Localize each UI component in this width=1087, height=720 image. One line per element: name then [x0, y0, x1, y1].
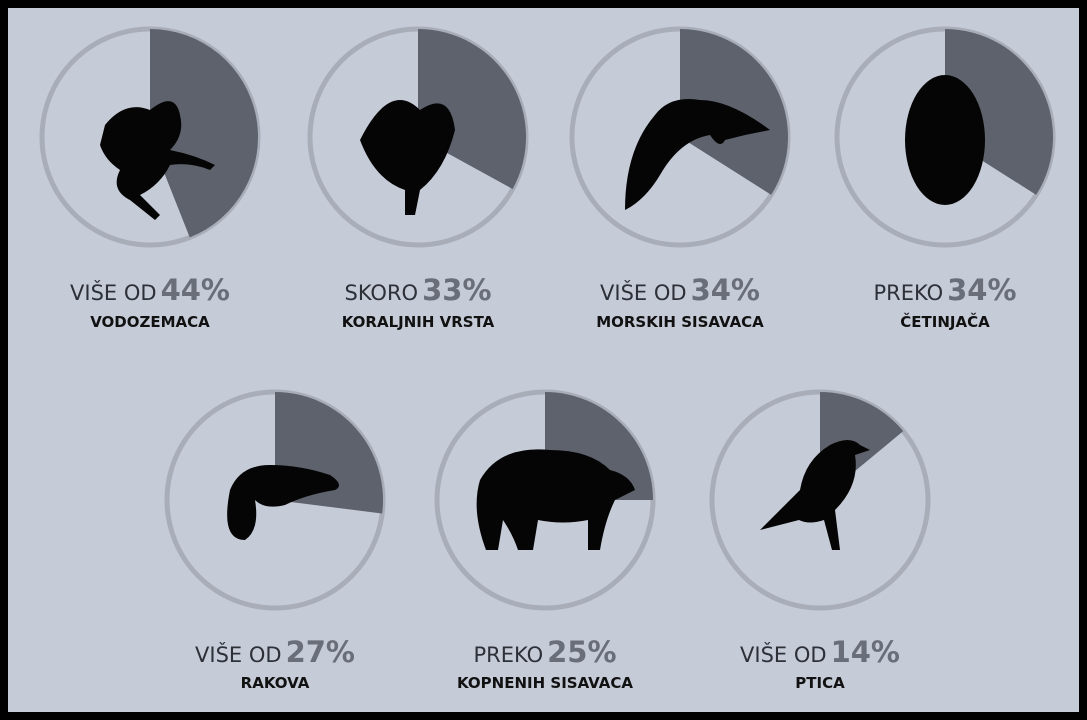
prefix: PREKO — [473, 643, 543, 667]
percent: 25% — [547, 635, 616, 669]
percent: 44% — [161, 273, 230, 307]
percent: 14% — [831, 635, 900, 669]
label: ČETINJAČA — [900, 312, 990, 331]
label: KORALJNIH VRSTA — [342, 313, 495, 331]
chart: VIŠE OD44%VODOZEMACASKORO33%KORALJNIH VR… — [0, 0, 1087, 720]
label: RAKOVA — [241, 674, 310, 692]
label: VODOZEMACA — [90, 313, 210, 331]
label: KOPNENIH SISAVACA — [457, 674, 633, 692]
prefix: VIŠE OD — [600, 280, 687, 305]
prefix: PREKO — [873, 281, 943, 305]
cone-icon — [905, 75, 985, 205]
prefix: VIŠE OD — [195, 642, 282, 667]
prefix: SKORO — [344, 281, 418, 305]
percent: 34% — [691, 273, 760, 307]
percent: 33% — [422, 273, 491, 307]
label: PTICA — [795, 674, 845, 692]
prefix: VIŠE OD — [740, 642, 827, 667]
prefix: VIŠE OD — [70, 280, 157, 305]
page: VIŠE OD44%VODOZEMACASKORO33%KORALJNIH VR… — [0, 0, 1087, 720]
percent: 27% — [286, 635, 355, 669]
label: MORSKIH SISAVACA — [596, 313, 764, 331]
percent: 34% — [947, 273, 1016, 307]
